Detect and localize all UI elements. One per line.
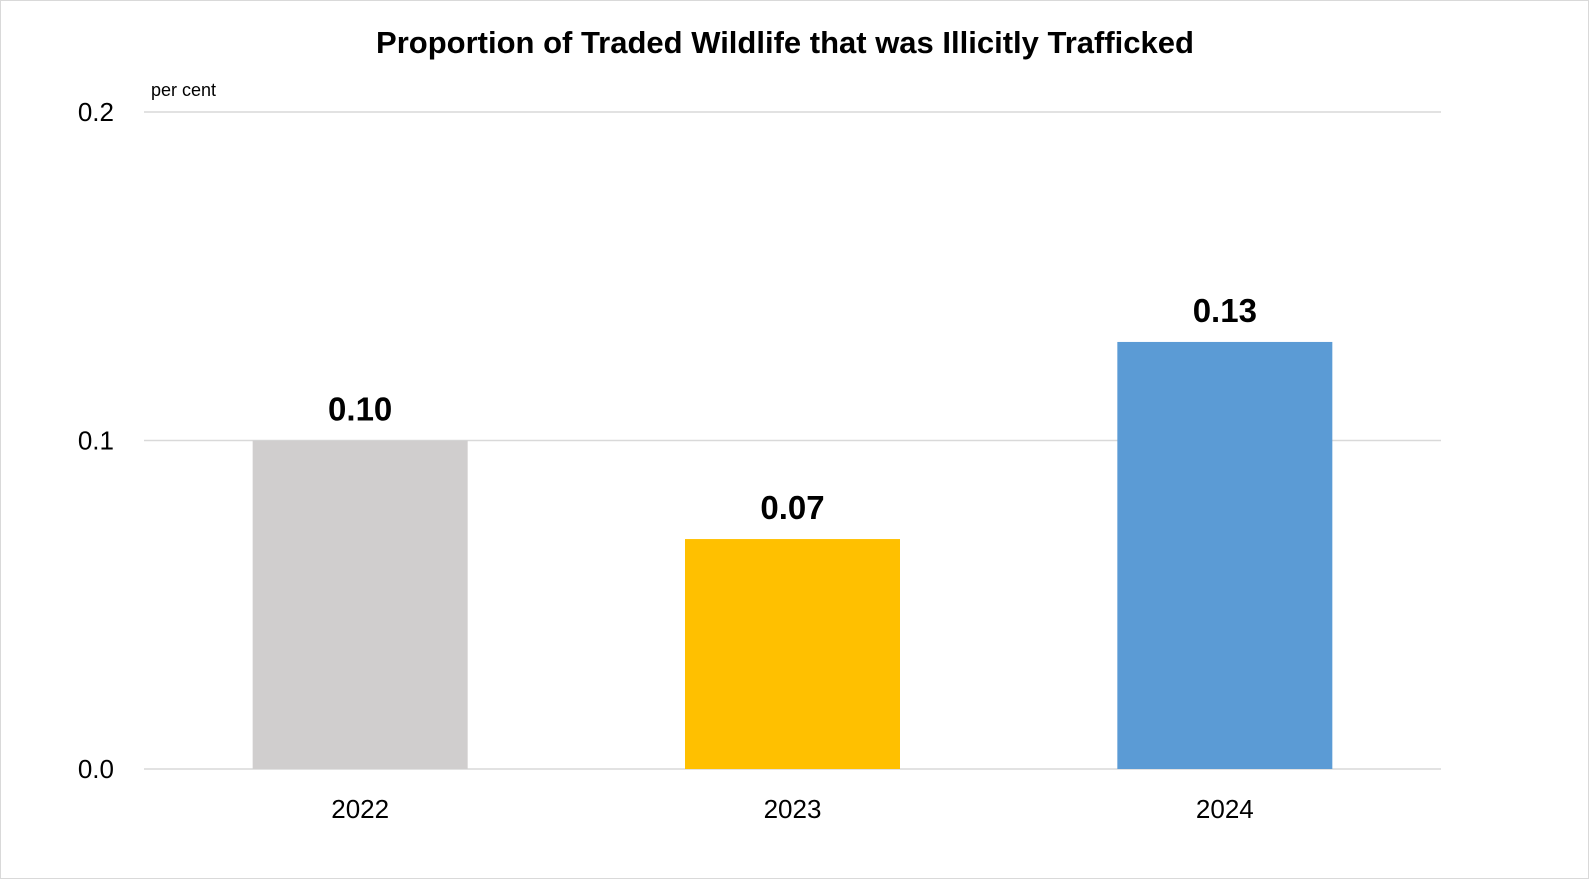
y-axis-ticks: 0.0 0.1 0.2 [78,97,114,784]
x-axis-ticks: 2022 2023 2024 [331,794,1254,824]
y-axis-unit-label: per cent [151,80,216,100]
bar-2023 [685,539,900,769]
data-label: 0.07 [760,489,824,526]
data-label: 0.10 [328,391,392,428]
data-labels: 0.10 0.07 0.13 [328,292,1257,526]
chart-title: Proportion of Traded Wildlife that was I… [376,25,1194,60]
y-tick-label: 0.2 [78,97,114,127]
bar-2022 [252,440,468,769]
x-tick-label: 2024 [1196,794,1254,824]
y-tick-label: 0.0 [78,754,114,784]
x-tick-label: 2023 [764,794,822,824]
bar-2024 [1117,341,1333,769]
y-tick-label: 0.1 [78,426,114,456]
x-tick-label: 2022 [331,794,389,824]
data-label: 0.13 [1193,292,1257,329]
bars [252,341,1333,769]
